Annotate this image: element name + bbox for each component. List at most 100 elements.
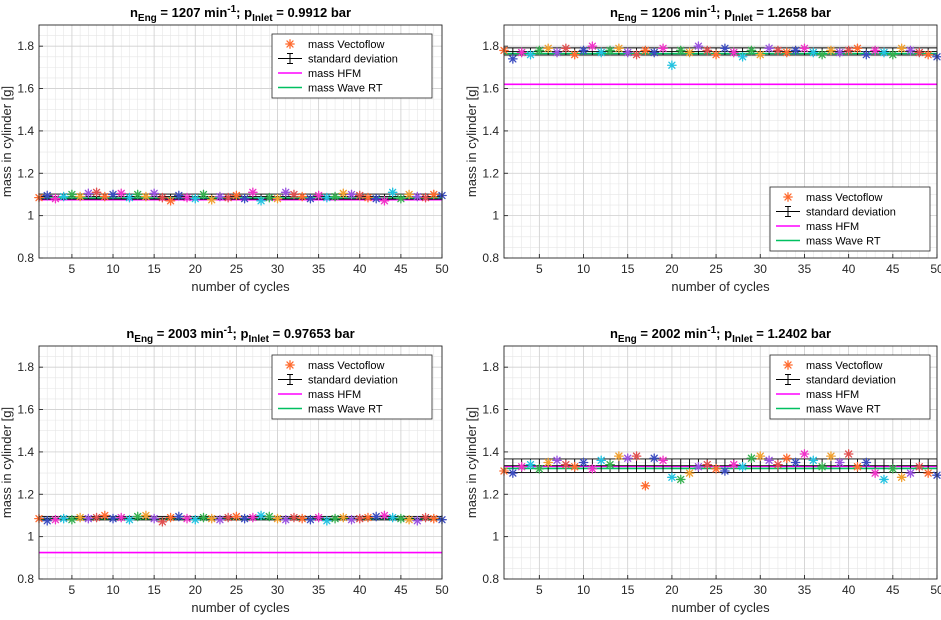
legend-marker-std <box>776 206 800 217</box>
y-tick-label: 1.6 <box>482 403 499 417</box>
vectoflow-point <box>596 455 607 466</box>
marker-stroke <box>588 465 597 473</box>
vectoflow-point <box>379 195 390 206</box>
axes-frame <box>38 24 443 259</box>
vectoflow-point <box>108 189 118 200</box>
legend-label: mass HFM <box>806 389 859 401</box>
x-tick-label: 35 <box>312 583 326 597</box>
vectoflow-point <box>764 455 774 466</box>
marker-stroke <box>380 197 389 205</box>
vectoflow-point <box>412 191 423 202</box>
title-exponent: -1 <box>707 325 716 336</box>
title-exponent: -1 <box>227 4 236 15</box>
vectoflow-point <box>923 49 934 60</box>
marker-stroke <box>191 195 199 203</box>
vectoflow-point <box>896 43 907 54</box>
x-tick-label: 5 <box>69 262 76 276</box>
vectoflow-point <box>799 449 810 459</box>
vectoflow-point <box>280 514 291 525</box>
marker-stroke <box>809 456 817 465</box>
marker-stroke <box>364 513 372 522</box>
marker-stroke <box>388 188 397 197</box>
vectoflow-point <box>124 192 135 203</box>
vectoflow-point <box>371 511 382 522</box>
marker-stroke <box>562 44 570 52</box>
legend-label: mass Vectoflow <box>308 360 384 372</box>
chart-title: nEng = 2002 min-1; pInlet = 1.2402 bar <box>610 325 831 345</box>
vectoflow-point <box>516 47 527 58</box>
marker-stroke <box>889 50 897 59</box>
marker-stroke <box>76 192 84 201</box>
vectoflow-point <box>826 451 836 461</box>
marker-stroke <box>286 40 294 48</box>
x-tick-label: 40 <box>842 583 856 597</box>
vectoflow-point <box>396 513 406 524</box>
vectoflow-point <box>239 513 250 524</box>
title-p: ; p <box>716 326 732 341</box>
vectoflow-point <box>346 189 357 200</box>
legend-marker-vectoflow <box>285 360 295 370</box>
marker-stroke <box>175 512 183 521</box>
marker-stroke <box>282 516 290 524</box>
marker-stroke <box>880 475 888 484</box>
vectoflow-point <box>843 45 854 56</box>
marker-stroke <box>134 190 142 199</box>
marker-stroke <box>290 513 298 522</box>
marker-stroke <box>756 50 764 59</box>
marker-stroke <box>372 512 380 521</box>
marker-stroke <box>347 516 356 524</box>
marker-stroke <box>641 46 650 55</box>
vectoflow-point <box>289 512 299 523</box>
vectoflow-point <box>658 455 668 466</box>
legend-marker-std <box>278 374 302 385</box>
vectoflow-point <box>755 451 766 461</box>
legend-label: mass Wave RT <box>308 83 383 95</box>
legend: mass Vectoflow standard deviation mass HFM… <box>271 354 433 420</box>
vectoflow-point <box>720 466 730 476</box>
vectoflow-point <box>746 453 757 464</box>
vectoflow-point <box>305 193 316 204</box>
marker-stroke <box>158 193 167 202</box>
vectoflow-point <box>596 47 607 58</box>
legend-label: standard deviation <box>806 207 896 219</box>
vectoflow-point <box>578 457 589 468</box>
marker-stroke <box>632 50 641 59</box>
marker-stroke <box>249 188 257 197</box>
marker-stroke <box>232 191 241 200</box>
vectoflow-point <box>99 191 110 202</box>
x-tick-label: 5 <box>69 583 76 597</box>
vectoflow-point <box>264 511 275 522</box>
x-tick-label: 45 <box>886 583 900 597</box>
vectoflow-point <box>887 464 898 474</box>
marker-stroke <box>730 48 738 57</box>
vectoflow-point <box>817 461 827 472</box>
vectoflow-point <box>764 43 774 54</box>
marker-stroke <box>800 44 809 52</box>
x-tick-label: 25 <box>709 262 723 276</box>
marker-stroke <box>68 516 76 524</box>
marker-stroke <box>862 50 870 59</box>
x-tick-label: 25 <box>709 583 723 597</box>
marker-stroke <box>43 191 51 200</box>
marker-stroke <box>844 46 853 55</box>
vectoflow-point <box>173 511 184 522</box>
x-tick-label: 15 <box>621 583 635 597</box>
marker-stroke <box>756 452 764 460</box>
title-speed: = 1207 min <box>157 5 228 20</box>
vectoflow-point <box>516 461 527 472</box>
vectoflow-point <box>157 192 168 203</box>
vectoflow-point <box>91 187 102 198</box>
title-speed: = 1206 min <box>637 5 708 20</box>
chart-panel-2: 5 10 15 20 25 30 35 40 45 50 0.8 1 1.2 1.4 1.6 1.8 numbe… <box>464 4 941 294</box>
y-tick-label: 1.2 <box>17 487 34 501</box>
vectoflow-point <box>755 49 766 60</box>
marker-stroke <box>421 193 430 202</box>
vectoflow-point <box>631 451 642 461</box>
vectoflow-point <box>684 468 695 478</box>
marker-stroke <box>632 452 641 460</box>
y-tick-label: 0.8 <box>17 251 34 265</box>
marker-stroke <box>430 190 438 199</box>
title-n-subscript: Eng <box>134 334 153 345</box>
legend-marker-vectoflow <box>783 192 793 202</box>
